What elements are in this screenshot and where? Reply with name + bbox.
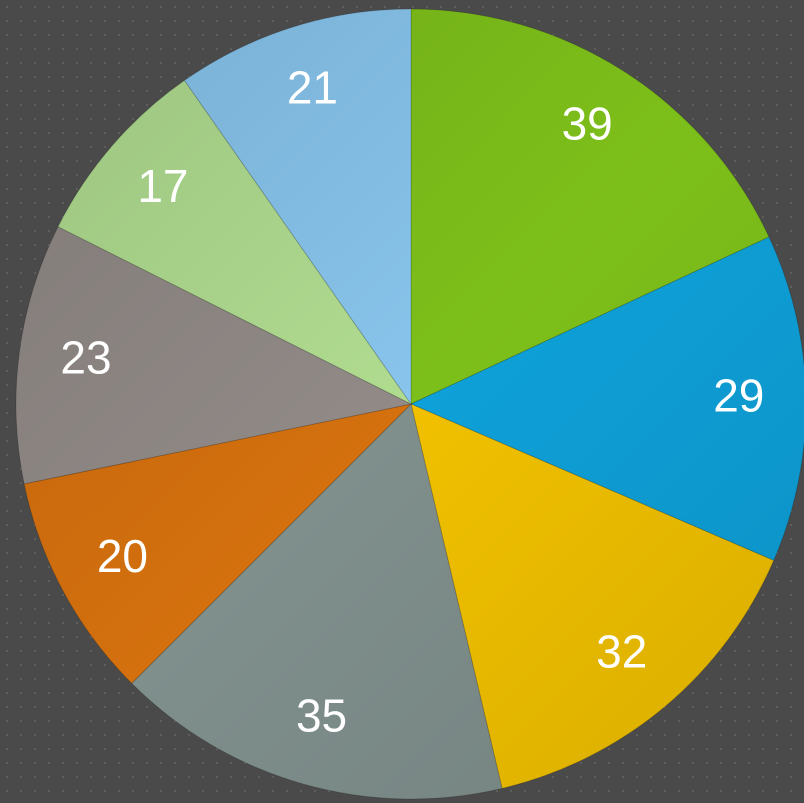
data-label: 20 [97, 530, 148, 582]
data-label: 17 [137, 160, 188, 212]
data-label: 35 [296, 690, 347, 742]
data-label: 23 [60, 331, 111, 383]
data-label: 29 [713, 369, 764, 421]
data-label: 39 [562, 98, 613, 150]
data-label: 32 [596, 625, 647, 677]
data-label: 21 [287, 61, 338, 113]
